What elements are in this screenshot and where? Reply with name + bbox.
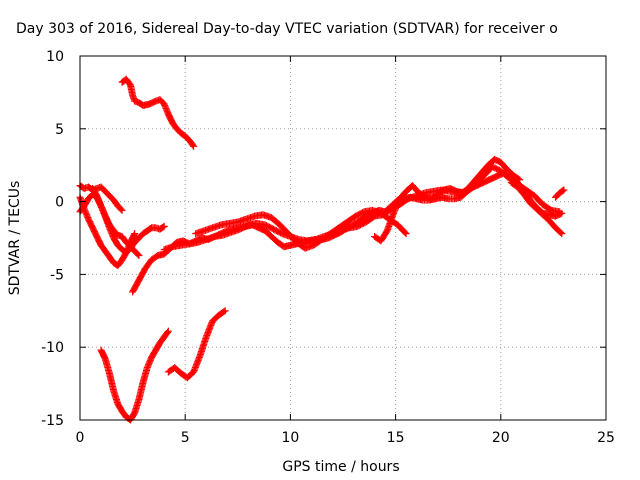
data-point — [516, 176, 524, 184]
y-tick-label: -5 — [50, 267, 64, 283]
data-series — [129, 168, 566, 296]
x-tick-label: 20 — [492, 430, 510, 446]
data-series — [164, 307, 229, 382]
data-points — [76, 75, 568, 424]
data-point — [135, 251, 143, 259]
y-tick-label: -10 — [41, 340, 64, 356]
data-series — [371, 155, 524, 245]
data-point — [160, 222, 168, 230]
data-point — [130, 231, 138, 239]
data-point — [560, 186, 568, 194]
data-series — [76, 182, 126, 214]
y-axis-label: SDTVAR / TECUs — [7, 181, 23, 296]
data-series — [192, 206, 410, 252]
plot-frame — [79, 55, 607, 421]
y-tick-label: 5 — [55, 122, 64, 138]
data-point — [558, 230, 566, 238]
axis-ticks: 0 5 10 15 20 25 -15 -10 -5 0 5 10 — [41, 49, 615, 446]
data-point — [401, 229, 409, 237]
x-tick-label: 5 — [181, 430, 190, 446]
y-tick-label: -15 — [41, 413, 64, 429]
x-tick-label: 0 — [76, 430, 85, 446]
data-point — [221, 307, 229, 315]
data-point — [118, 206, 126, 214]
data-point — [164, 328, 172, 336]
data-point — [220, 308, 228, 316]
data-point — [134, 250, 142, 258]
data-point — [190, 142, 198, 150]
data-series — [97, 327, 172, 424]
data-point — [557, 229, 565, 237]
data-point — [189, 141, 197, 149]
data-point — [559, 187, 567, 195]
data-point — [514, 175, 522, 183]
data-series — [118, 75, 198, 150]
data-point — [402, 230, 410, 238]
chart-title: Day 303 of 2016, Sidereal Day-to-day VTE… — [16, 21, 558, 37]
x-tick-label: 15 — [387, 430, 405, 446]
data-point — [117, 205, 125, 213]
data-series — [89, 184, 143, 259]
y-tick-label: 10 — [46, 49, 64, 65]
x-tick-label: 25 — [597, 430, 615, 446]
data-series — [76, 193, 139, 270]
data-point — [159, 223, 167, 231]
data-series — [507, 179, 566, 238]
data-point — [131, 230, 139, 238]
data-point — [556, 208, 564, 216]
x-tick-label: 10 — [281, 430, 299, 446]
data-point — [164, 327, 172, 335]
data-series — [552, 186, 568, 201]
y-tick-label: 0 — [55, 195, 64, 211]
grid-lines — [80, 56, 606, 420]
x-axis-label: GPS time / hours — [282, 459, 399, 475]
